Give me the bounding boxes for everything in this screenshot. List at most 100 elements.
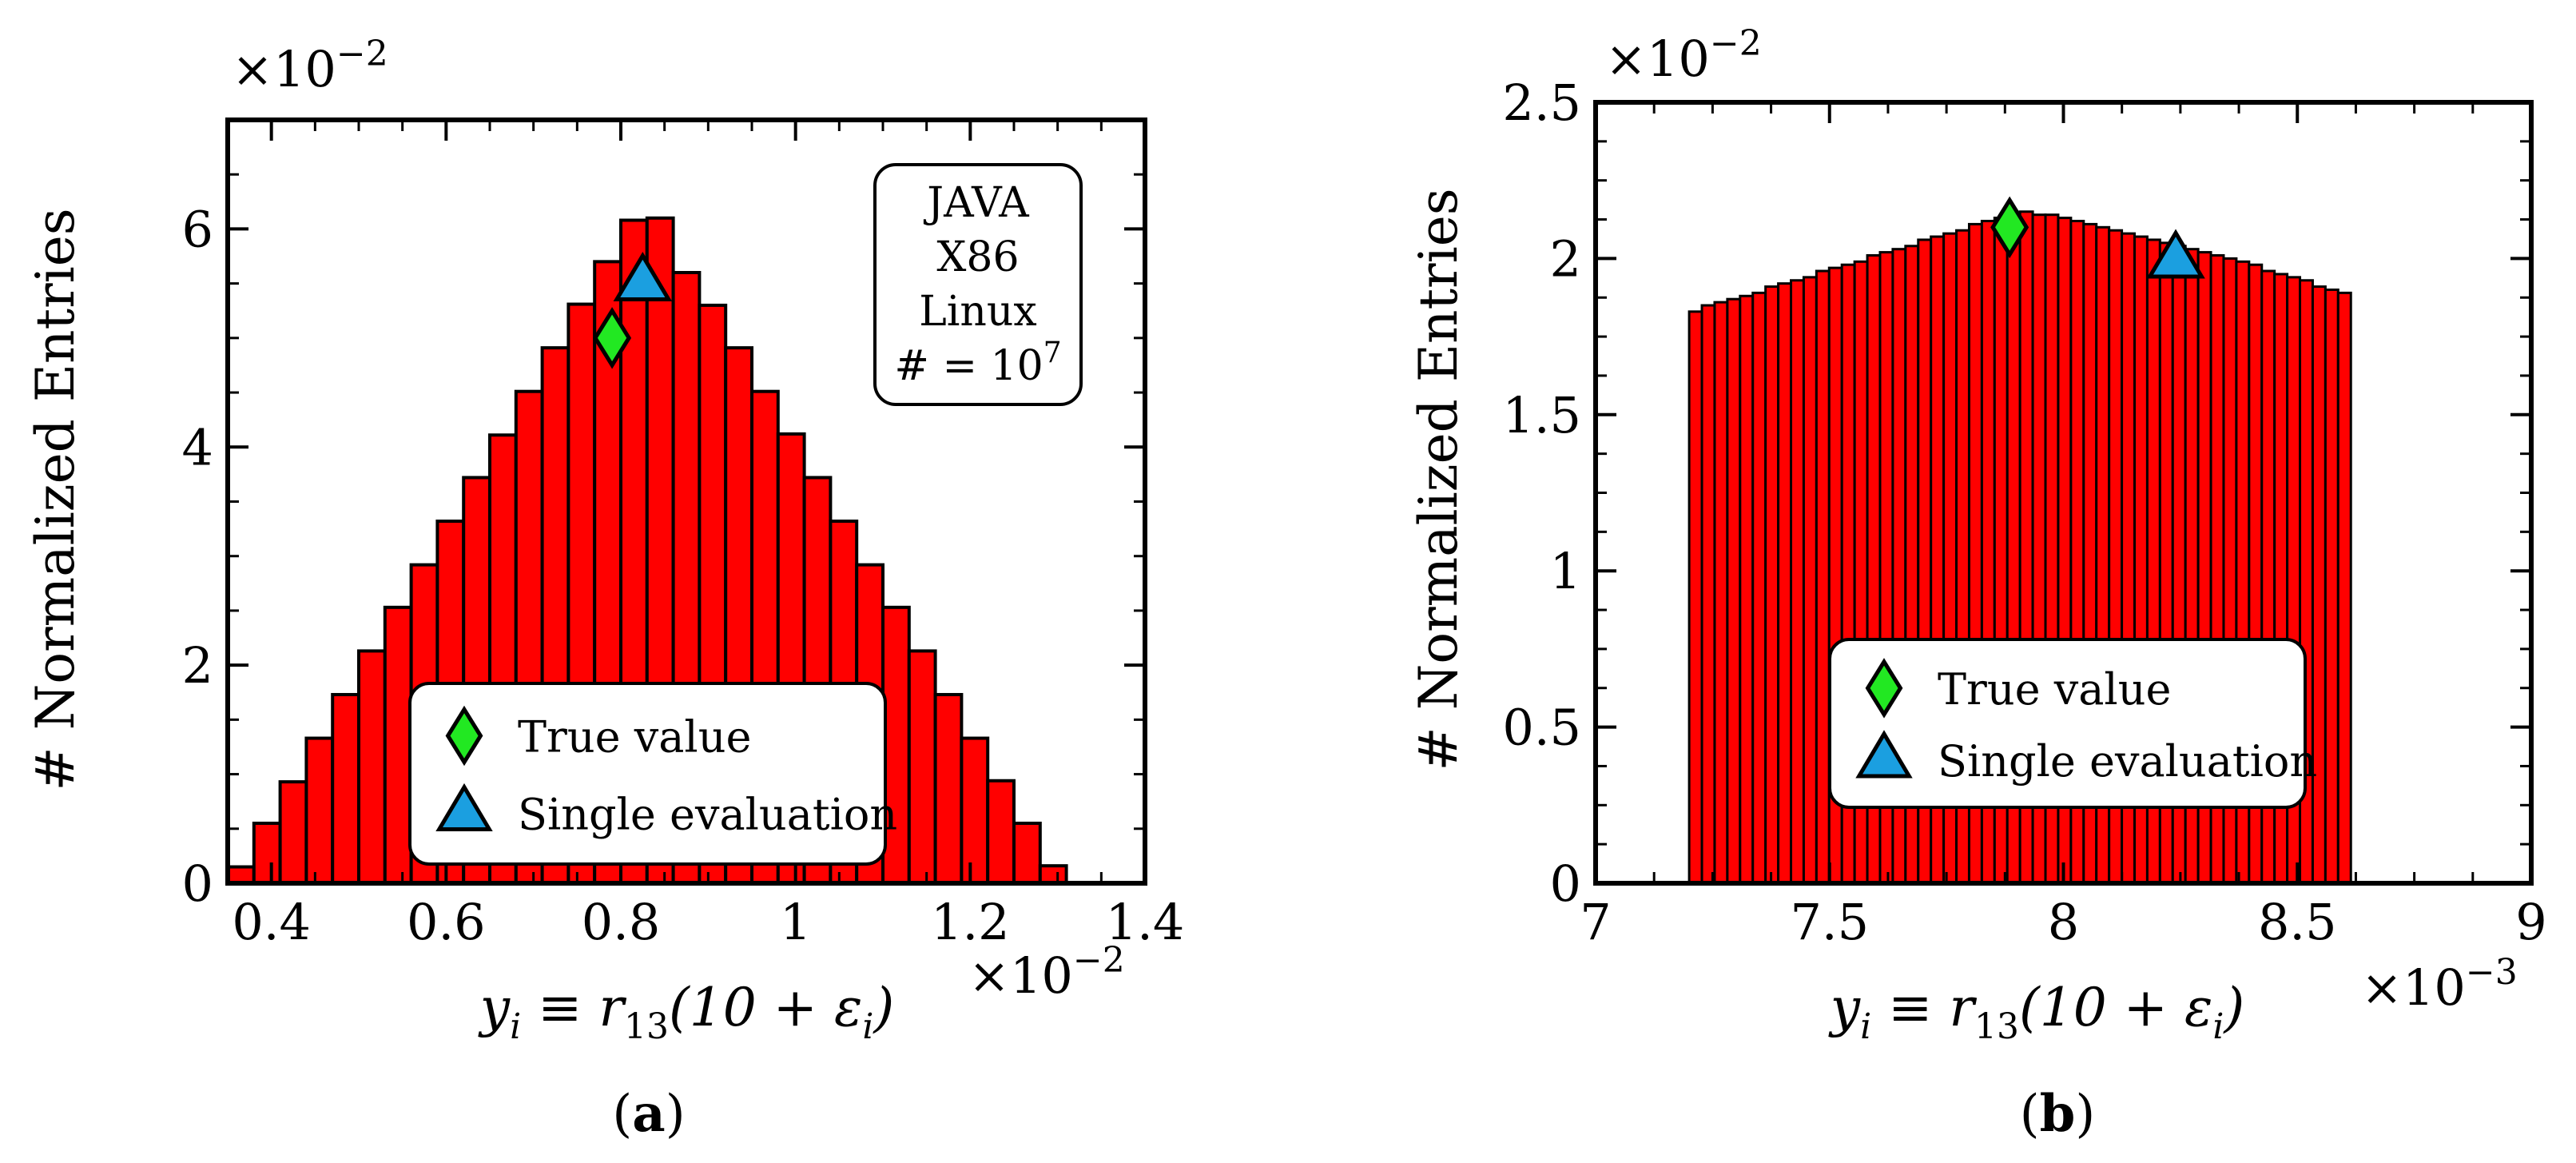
x-axis-multiplier: ×10−2	[968, 940, 1125, 1005]
histogram-bar	[252, 821, 282, 885]
annotation-text: Linux	[919, 288, 1036, 336]
x-tick-label: 0.6	[407, 893, 486, 951]
y-axis-multiplier: ×10−2	[1605, 23, 1762, 88]
x-tick-label: 0.8	[582, 893, 661, 951]
x-multiplier-base: ×10	[2361, 958, 2466, 1017]
single-evaluation-marker	[2146, 229, 2205, 279]
histogram-bar	[933, 692, 964, 885]
y-axis-label: # Normalized Entries	[1408, 188, 1469, 771]
histogram-bar	[1815, 269, 1831, 885]
histogram-bar	[383, 605, 413, 885]
x-tick-label: 8.5	[2258, 893, 2337, 951]
y-tick-label: 1.5	[1502, 386, 1581, 444]
single-evaluation-marker	[613, 252, 673, 302]
histogram-bar	[986, 779, 1016, 885]
x-axis-multiplier: ×10−3	[2361, 952, 2518, 1017]
x-tick-label: 0.4	[232, 893, 311, 951]
x-multiplier-base: ×10	[968, 946, 1073, 1005]
panel-label-close: )	[666, 1085, 686, 1144]
histogram-bar	[357, 649, 387, 886]
annotation-exponent: 7	[1044, 337, 1062, 369]
x-label-open: (10 + ε	[2019, 977, 2212, 1038]
x-label-y: y	[1828, 977, 1861, 1038]
legend-item-single-evaluation: Single evaluation	[1938, 736, 2317, 787]
x-tick-label: 1.2	[931, 893, 1010, 951]
legend-item-true-value: True value	[1938, 664, 2171, 715]
x-label-y-sub: i	[510, 1006, 521, 1047]
annotation-line: # = 107	[894, 337, 1061, 390]
histogram-bar	[960, 736, 990, 885]
legend-triangle-icon	[435, 783, 493, 831]
legend-triangle-icon	[1855, 730, 1913, 779]
y-axis-label: # Normalized Entries	[25, 208, 86, 791]
y-tick-label: 2	[1550, 229, 1581, 288]
x-label-y-sub: i	[1860, 1006, 1871, 1047]
x-tick-label: 7.5	[1790, 893, 1869, 951]
chart-panel-a: 0.4 0.6 0.8 1 1.2 1.4 0 2 4 6 # Normalized Entries…	[25, 34, 1184, 1144]
panel-label: (a)	[612, 1084, 685, 1144]
annotation-text: JAVA	[923, 179, 1030, 227]
legend-diamond-icon	[445, 705, 483, 767]
x-label-y: y	[478, 977, 511, 1038]
legend: True value Single evaluation	[1828, 638, 2317, 809]
y-tick-label: 2	[182, 636, 213, 695]
y-tick-label: 4	[182, 418, 213, 476]
annotation-line: X86	[936, 233, 1019, 281]
histogram-bar	[304, 736, 335, 885]
legend-item-single-evaluation: Single evaluation	[518, 790, 897, 840]
histogram-bar	[1713, 301, 1729, 885]
histogram-bar	[1802, 276, 1818, 885]
histogram-bar	[1777, 282, 1793, 885]
histogram-bar	[1726, 297, 1742, 885]
x-label-close: )	[872, 977, 894, 1038]
y-tick-label: 6	[182, 200, 213, 258]
histogram-bar	[226, 865, 256, 886]
histogram-bar	[1700, 304, 1716, 885]
histogram-bar	[1790, 279, 1805, 885]
x-label-open: (10 + ε	[669, 977, 862, 1038]
x-label-mid: ≡ r	[1871, 977, 1977, 1038]
y-multiplier-base: ×10	[1605, 30, 1710, 88]
true-value-marker	[1990, 196, 2029, 259]
annotation-line: Linux	[919, 288, 1036, 336]
x-axis-label: yi ≡ r13(10 + εi)	[1828, 977, 2244, 1047]
legend: True value Single evaluation	[408, 682, 897, 866]
panel-label-open: (	[612, 1085, 632, 1144]
x-multiplier-exp: −3	[2466, 952, 2518, 993]
histogram-bar	[1038, 864, 1068, 885]
annotation-box	[873, 163, 1083, 406]
x-label-r-sub: 13	[624, 1006, 669, 1047]
true-value-marker	[593, 307, 632, 369]
legend-item-true-value: True value	[518, 712, 751, 763]
annotation-text: # = 10	[894, 342, 1043, 390]
annotation-line: JAVA	[923, 179, 1030, 227]
histogram-bar	[1764, 285, 1780, 885]
histogram-bar	[331, 692, 361, 885]
x-axis-label: yi ≡ r13(10 + εi)	[478, 977, 894, 1047]
legend-box	[408, 682, 887, 866]
x-multiplier-exp: −2	[1073, 940, 1125, 981]
x-tick-label: 9	[2515, 893, 2546, 951]
x-tick-label: 1	[780, 893, 811, 951]
y-tick-label: 2.5	[1502, 74, 1581, 132]
x-tick-label: 1.4	[1106, 893, 1185, 951]
x-label-mid: ≡ r	[521, 977, 626, 1038]
histogram-bar	[1751, 291, 1767, 885]
annotation-text: X86	[936, 233, 1019, 281]
histogram-bar	[1012, 821, 1042, 885]
y-axis-multiplier: ×10−2	[232, 34, 388, 98]
y-multiplier-exp: −2	[336, 34, 388, 74]
histogram-bar	[907, 649, 937, 886]
x-label-close: )	[2222, 977, 2244, 1038]
y-multiplier-exp: −2	[1710, 23, 1762, 64]
panel-label-letter: a	[632, 1084, 665, 1144]
y-tick-label: 1	[1550, 542, 1581, 600]
panel-label-open: (	[2020, 1085, 2040, 1144]
histogram-bar	[2324, 288, 2339, 885]
x-tick-label: 7	[1580, 893, 1611, 951]
x-label-eps-sub: i	[862, 1006, 873, 1047]
x-label-eps-sub: i	[2212, 1006, 2224, 1047]
panel-label: (b)	[2020, 1084, 2096, 1144]
